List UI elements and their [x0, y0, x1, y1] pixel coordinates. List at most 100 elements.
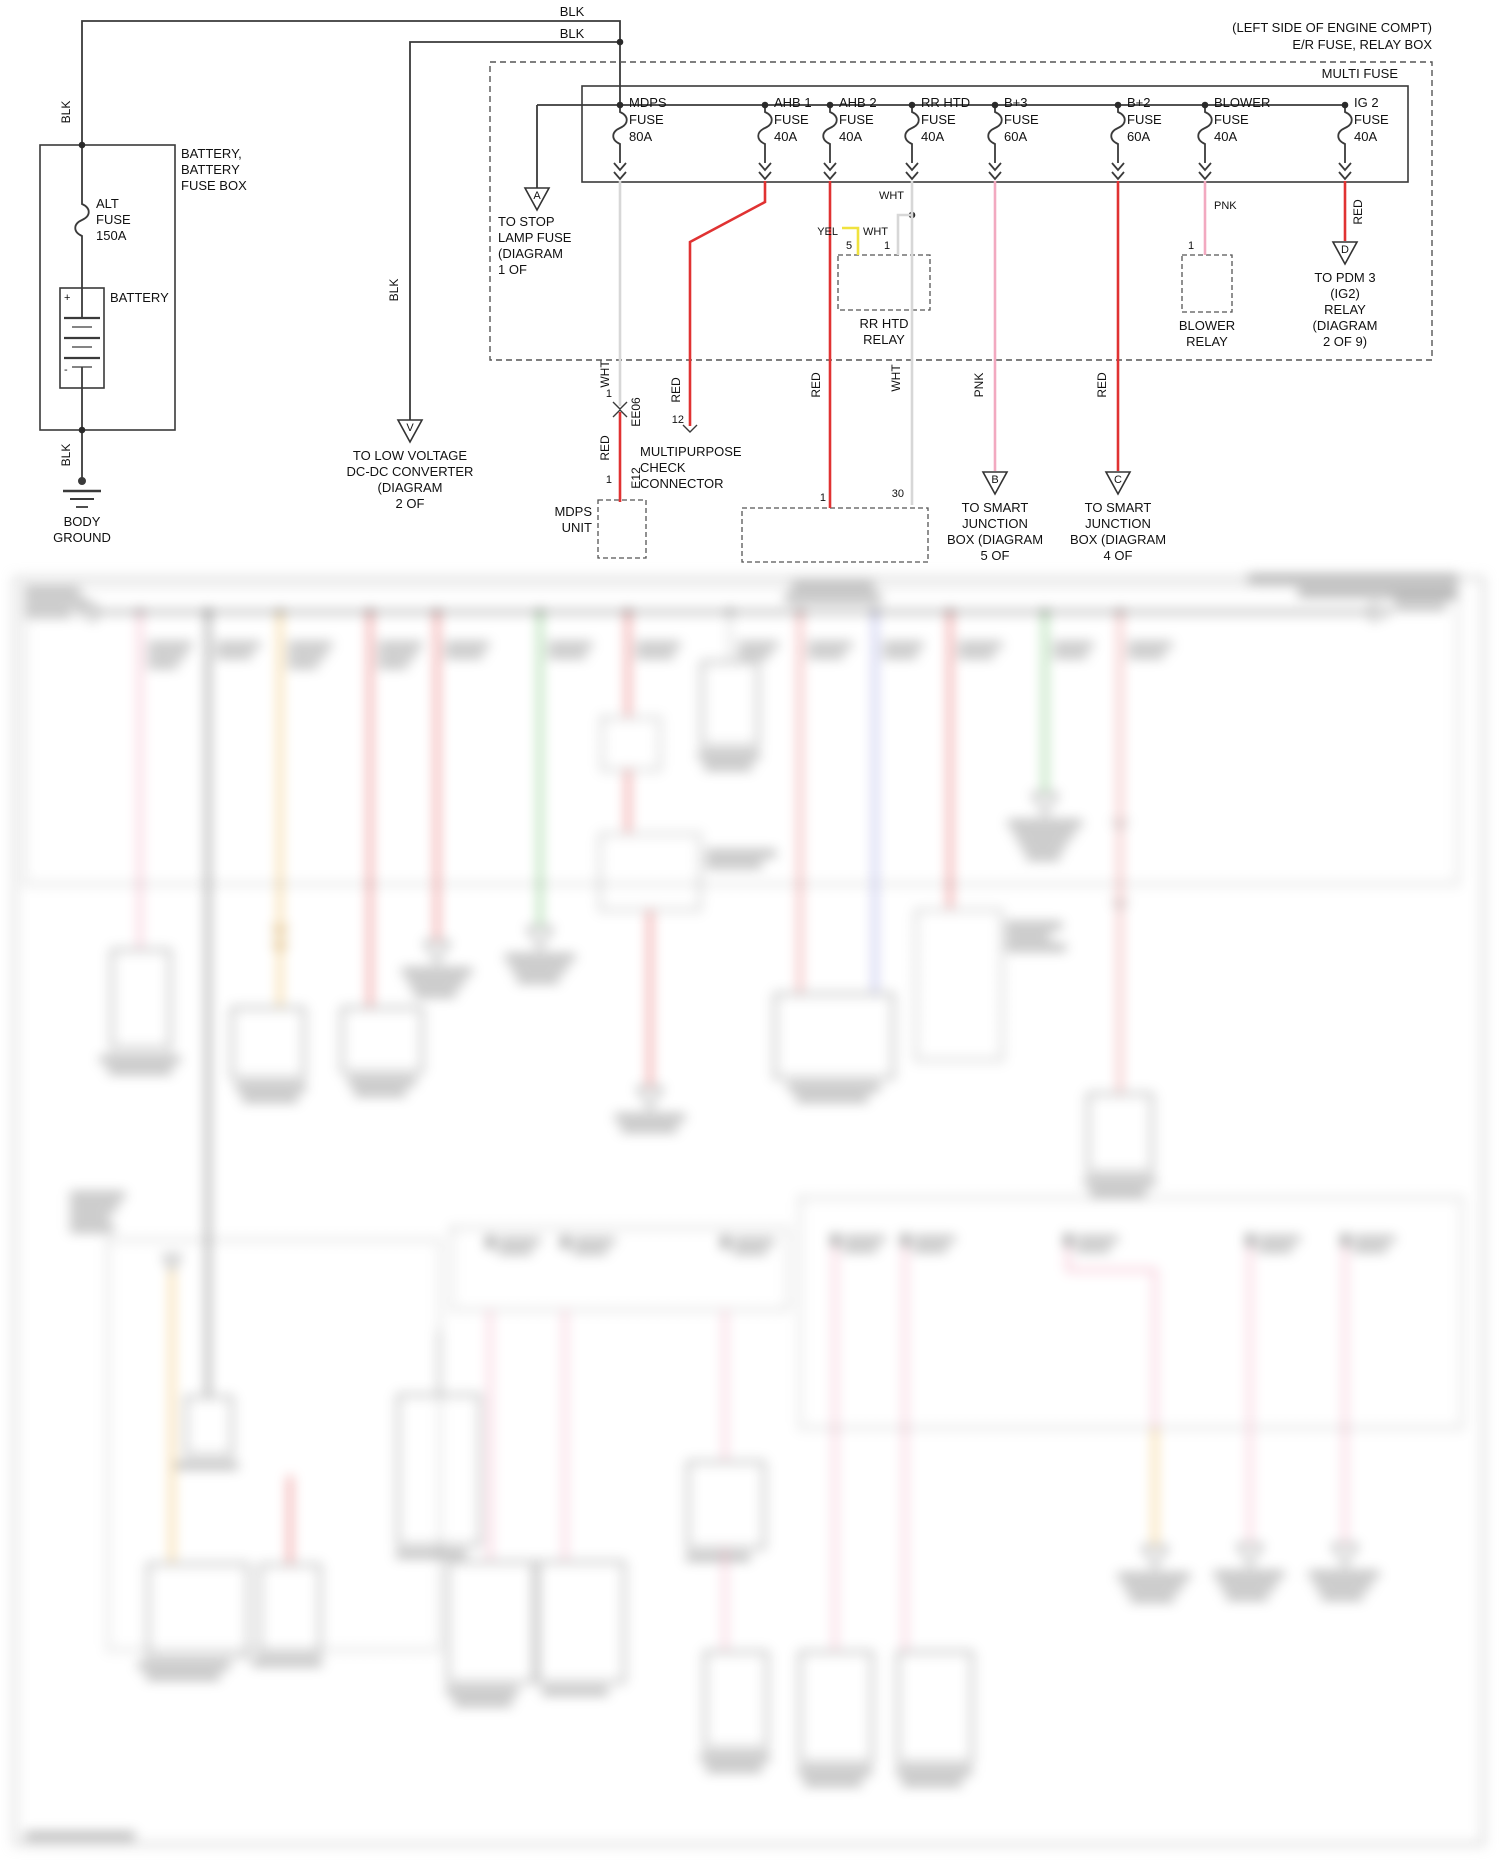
connector-marks — [271, 819, 1129, 951]
pin-label-mdps-1: 1 — [605, 388, 612, 400]
inline-connectors — [612, 401, 698, 433]
blurred-wires-top — [138, 612, 1122, 1395]
blurred-captions-top — [100, 752, 1156, 1469]
wire-label-blk-top2: BLK — [559, 26, 585, 41]
blurred-triangles-top — [423, 793, 1059, 1110]
mdps-unit-label: UNIT — [561, 520, 592, 535]
body-ground-label: BODY — [63, 514, 101, 529]
rrhtd-relay-wht-branch — [896, 213, 912, 255]
blurred-lower-page — [0, 570, 1500, 1861]
bus-triangles — [76, 602, 1392, 622]
triangle-b-letter: B — [991, 474, 998, 486]
bottom-center-boxes — [25, 1651, 973, 1840]
connector-v-text: (DIAGRAM — [377, 480, 443, 495]
wire-label-red-ig2: RED — [1351, 199, 1365, 225]
connector-a-text: TO STOP — [498, 214, 555, 229]
connector-v-text: TO LOW VOLTAGE — [352, 448, 468, 463]
connector-d-text: TO PDM 3 — [1314, 270, 1376, 285]
multipurpose-connector-label: MULTIPURPOSE — [640, 444, 742, 459]
fuse-label-ig2: FUSE — [1354, 112, 1389, 127]
fuse-label-b2: FUSE — [1127, 112, 1162, 127]
right-area — [799, 1197, 1463, 1650]
battery-box-label: BATTERY — [181, 162, 240, 177]
battery-box-label: FUSE BOX — [181, 178, 247, 193]
schematic-graphics: A V B C D — [39, 20, 1433, 563]
wire-label-red-ahb2: RED — [809, 372, 823, 398]
alt-fuse-label: 150A — [96, 228, 127, 243]
rr-htd-relay-label: RR HTD — [859, 316, 909, 331]
wire-label-pnk-b3: PNK — [972, 372, 986, 398]
blurred-schematic — [14, 574, 1484, 1845]
fuse-label-b3: FUSE — [1004, 112, 1039, 127]
pin-label-ahb2-1: 1 — [819, 492, 826, 504]
multipurpose-connector-label: CHECK — [640, 460, 686, 475]
black-wires — [74, 20, 1345, 478]
fuse-label-b2: 60A — [1127, 129, 1151, 144]
fuse-label-b3: 60A — [1004, 129, 1028, 144]
pin-label-mdps-unit-1: 1 — [605, 474, 612, 486]
connector-d-text: 2 OF 9) — [1322, 334, 1368, 349]
wire-label-blk-dcdc: BLK — [387, 278, 401, 302]
connector-d-text: RELAY — [1324, 302, 1366, 317]
triangle-v-letter: V — [406, 422, 414, 434]
triangle-d-letter: D — [1341, 244, 1349, 256]
wire-label-red-ahb1: RED — [669, 377, 683, 403]
fuse-label-blower: BLOWER — [1214, 95, 1271, 110]
rrhtd-relay-yel-branch — [842, 226, 860, 255]
wire-label-blk-top1: BLK — [559, 4, 585, 19]
fuse-label-b2: B+2 — [1127, 95, 1151, 110]
fuse-label-blower: FUSE — [1214, 112, 1249, 127]
fuse-label-mdps: MDPS — [629, 95, 667, 110]
blower-relay-label: RELAY — [1186, 334, 1228, 349]
rr-htd-relay-label: RELAY — [863, 332, 905, 347]
connector-b-text: 5 OF — [980, 548, 1010, 563]
fuse-label-rrhtd: RR HTD — [921, 95, 971, 110]
wire-label-red-b2: RED — [1095, 372, 1109, 398]
triangle-c-letter: C — [1114, 474, 1122, 486]
offpage-triangles — [396, 187, 1359, 496]
pin-label-1: 1 — [884, 240, 891, 252]
ahb-module-box — [741, 507, 929, 563]
fuse-symbols — [612, 105, 1353, 181]
fuse-label-ig2: 40A — [1354, 129, 1378, 144]
fuse-label-ahb2: 40A — [839, 129, 863, 144]
connector-b-text: JUNCTION — [962, 516, 1028, 531]
text-smudges — [785, 574, 1458, 602]
body-ground-label: GROUND — [53, 530, 111, 545]
triangle-a — [523, 187, 551, 212]
triangle-b — [981, 471, 1009, 496]
connector-a-text: LAMP FUSE — [498, 230, 572, 245]
fuse-label-b3: B+3 — [1004, 95, 1028, 110]
battery-plus-sign: + — [64, 292, 71, 304]
connector-c-text: BOX (DIAGRAM — [1069, 532, 1167, 547]
pin-label-12: 12 — [671, 414, 684, 426]
bottom-left-area — [70, 1192, 441, 1680]
alt-fuse-label: FUSE — [96, 212, 131, 227]
fuse-label-ahb2: FUSE — [839, 112, 874, 127]
multi-fuse-label: MULTI FUSE — [1321, 66, 1398, 81]
blower-relay-box — [1181, 254, 1233, 313]
connector-c-text: JUNCTION — [1085, 516, 1151, 531]
fuse-label-mdps: 80A — [629, 129, 653, 144]
fuse-label-blower: 40A — [1214, 129, 1238, 144]
wire-label-wht-rrhtd: WHT — [889, 364, 903, 392]
rr-htd-relay-box — [837, 254, 931, 311]
fuse-label-ig2: IG 2 — [1354, 95, 1379, 110]
boxes — [39, 61, 1433, 563]
connector-d-text: (IG2) — [1330, 286, 1360, 301]
battery-box-label: BATTERY, — [181, 146, 242, 161]
connector-a-text: 1 OF — [498, 262, 527, 277]
wire-label-yel: YEL — [817, 226, 838, 238]
er-fuse-relay-box — [489, 61, 1433, 361]
battery-symbol — [59, 287, 105, 389]
middle-strip — [396, 1227, 789, 1706]
alt-fuse-label: ALT — [96, 196, 119, 211]
fuse-label-ahb2: AHB 2 — [839, 95, 877, 110]
bus-caption-smudges — [26, 588, 1456, 617]
wire-label-pnk-blower: PNK — [1214, 200, 1237, 212]
connector-a-text: (DIAGRAM — [498, 246, 563, 261]
connector-c-text: 4 OF — [1103, 548, 1133, 563]
fuse-label-ahb1: AHB 1 — [774, 95, 812, 110]
triangle-v — [396, 419, 424, 444]
engine-compt-box — [24, 585, 1459, 885]
